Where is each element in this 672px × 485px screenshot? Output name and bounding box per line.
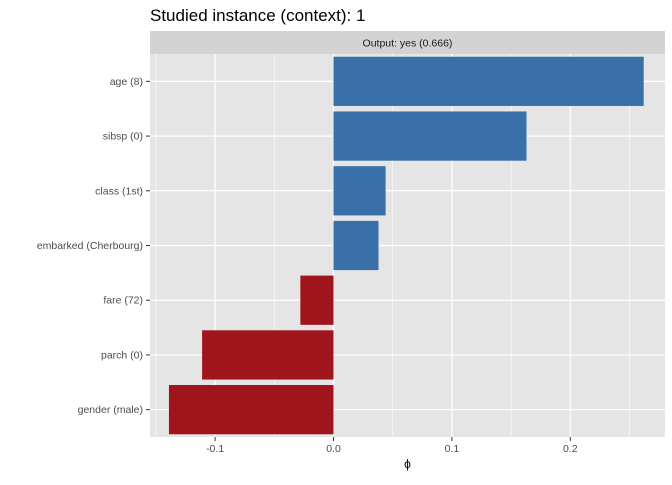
x-axis-title: ϕ (404, 457, 411, 471)
bar (168, 385, 334, 435)
x-axis: -0.1 0.0 0.1 0.2 (206, 437, 578, 455)
bar (202, 330, 334, 380)
bar (333, 56, 644, 106)
y-tick-label: fare (72) (103, 295, 143, 307)
y-tick-label: embarked (Cherbourg) (37, 240, 143, 252)
x-tick-label: -0.1 (206, 443, 224, 455)
x-tick-label: 0.0 (326, 443, 341, 455)
facet-strip (150, 31, 665, 54)
y-axis: age (8) sibsp (0) class (1st) embarked (Che… (37, 76, 150, 416)
bar (333, 166, 386, 216)
facet-label: Output: yes (0.666) (363, 38, 453, 50)
bar (333, 111, 527, 161)
y-tick-label: class (1st) (95, 185, 143, 197)
y-tick-label: gender (male) (78, 404, 143, 416)
y-tick-label: parch (0) (101, 349, 143, 361)
y-tick-label: sibsp (0) (103, 131, 143, 143)
y-tick-label: age (8) (110, 76, 143, 88)
bar (333, 220, 379, 271)
x-tick-label: 0.1 (445, 443, 460, 455)
bar (300, 275, 334, 325)
x-tick-label: 0.2 (563, 443, 578, 455)
chart-title: Studied instance (context): 1 (150, 6, 365, 25)
bars-layer (168, 56, 644, 435)
